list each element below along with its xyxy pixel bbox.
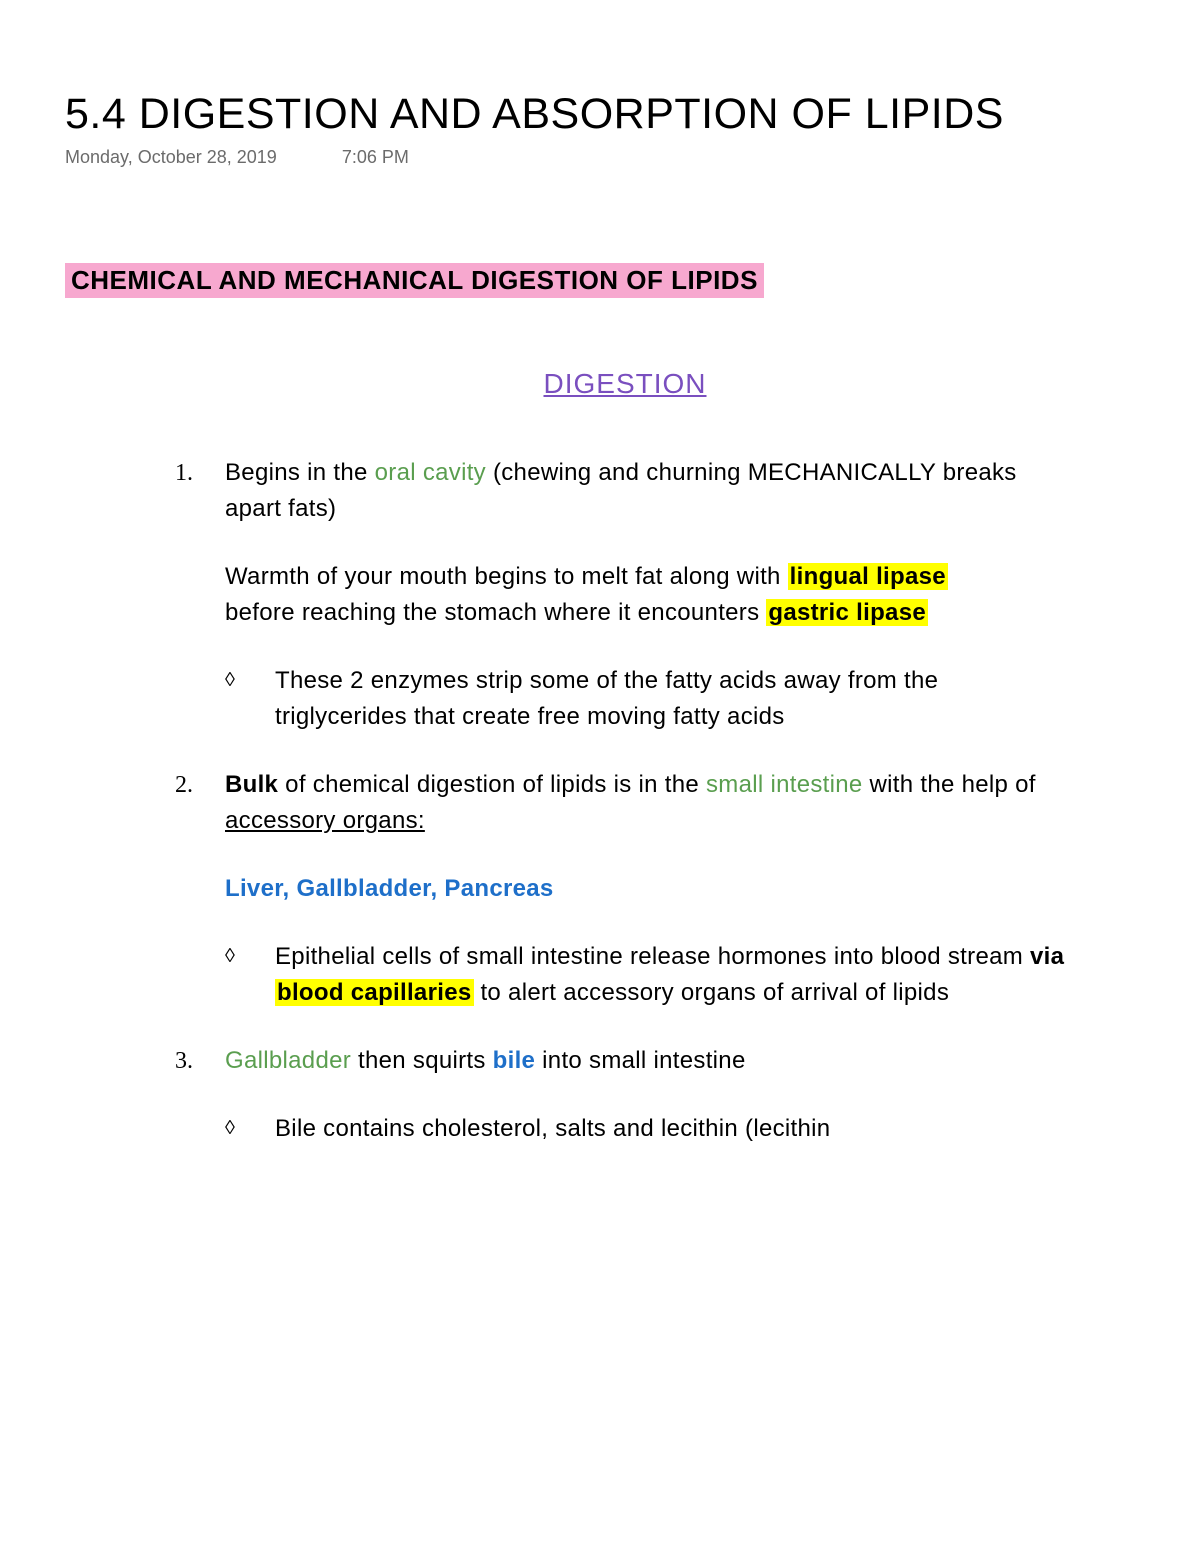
paragraph: before reaching the stomach where it enc… (225, 595, 1075, 631)
bullet-diamond-icon: ◊ (225, 1111, 275, 1147)
text: of chemical digestion of lipids is in th… (278, 771, 706, 798)
text: Warmth of your mouth begins to melt fat … (225, 563, 788, 590)
meta-date: Monday, October 28, 2019 (65, 147, 277, 167)
bullet-diamond-icon: ◊ (225, 663, 275, 735)
text-underline: accessory organs: (225, 807, 425, 834)
text-highlight: gastric lipase (766, 599, 928, 626)
text: then squirts (351, 1047, 493, 1074)
page-title: 5.4 DIGESTION AND ABSORPTION OF LIPIDS (65, 90, 1135, 139)
text-green: small intestine (706, 771, 863, 798)
content-block: DIGESTION 1. Begins in the oral cavity (… (65, 368, 1135, 1179)
text: Epithelial cells of small intestine rele… (275, 943, 1030, 970)
text-highlight: blood capillaries (275, 979, 474, 1006)
text-green: Gallbladder (225, 1047, 351, 1074)
text: These 2 enzymes strip some of the fatty … (275, 663, 1075, 735)
sub-heading: DIGESTION (175, 368, 1075, 400)
bullet-diamond-icon: ◊ (225, 939, 275, 1011)
list-number: 3. (175, 1043, 225, 1179)
list-number: 1. (175, 455, 225, 767)
text: into small intestine (535, 1047, 745, 1074)
list-item: 1. Begins in the oral cavity (chewing an… (175, 455, 1075, 767)
sub-item: ◊ Epithelial cells of small intestine re… (225, 939, 1075, 1011)
sub-item: ◊ These 2 enzymes strip some of the fatt… (225, 663, 1075, 735)
paragraph: Begins in the oral cavity (chewing and c… (225, 455, 1075, 527)
list-number: 2. (175, 767, 225, 1043)
list-body: Bulk of chemical digestion of lipids is … (225, 767, 1075, 1043)
paragraph: Liver, Gallbladder, Pancreas (225, 871, 1075, 907)
section-heading: CHEMICAL AND MECHANICAL DIGESTION OF LIP… (65, 263, 764, 298)
page-meta: Monday, October 28, 2019 7:06 PM (65, 147, 1135, 168)
text-bold: Bulk (225, 771, 278, 798)
meta-time: 7:06 PM (342, 147, 409, 167)
text: Bile contains cholesterol, salts and lec… (275, 1111, 830, 1147)
text: with the help of (863, 771, 1036, 798)
text: Begins in the (225, 459, 375, 486)
text: to alert accessory organs of arrival of … (474, 979, 950, 1006)
text-blue: Liver, Gallbladder, Pancreas (225, 875, 554, 902)
list-body: Begins in the oral cavity (chewing and c… (225, 455, 1075, 767)
paragraph: Bulk of chemical digestion of lipids is … (225, 767, 1075, 839)
text-highlight: lingual lipase (788, 563, 948, 590)
text-green: oral cavity (375, 459, 486, 486)
text-blue: bile (493, 1047, 536, 1074)
text: Epithelial cells of small intestine rele… (275, 939, 1075, 1011)
text-bold: via (1030, 943, 1064, 970)
list-item: 3. Gallbladder then squirts bile into sm… (175, 1043, 1075, 1179)
text: before reaching the stomach where it enc… (225, 599, 766, 626)
list-item: 2. Bulk of chemical digestion of lipids … (175, 767, 1075, 1043)
list-body: Gallbladder then squirts bile into small… (225, 1043, 830, 1179)
sub-item: ◊ Bile contains cholesterol, salts and l… (225, 1111, 830, 1147)
paragraph: Gallbladder then squirts bile into small… (225, 1043, 830, 1079)
paragraph: Warmth of your mouth begins to melt fat … (225, 559, 1075, 595)
